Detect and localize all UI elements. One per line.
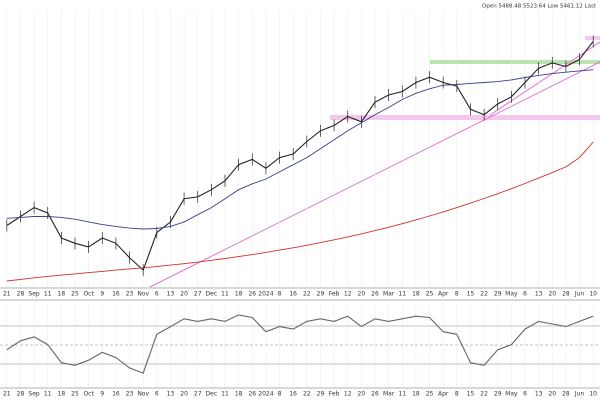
x-tick-label: 22 [480,391,488,398]
x-tick-label: 27 [194,291,202,298]
price-header: Open 5488.48 5523.64 Low 5461.12 Last [482,4,597,10]
x-tick-label: May [505,391,518,398]
x-tick-label: 25 [71,291,79,298]
x-tick-label: 15 [467,391,475,398]
trendline [489,41,600,116]
x-tick-label: 2024 [258,391,273,398]
x-tick-label: 25 [426,291,434,298]
x-tick-label: 28 [562,391,570,398]
x-tick-label: Jun [574,391,585,398]
x-tick-label: 28 [562,291,570,298]
series-line [6,314,594,374]
x-tick-label: Dec [206,291,218,298]
x-tick-label: 16 [289,391,297,398]
x-tick-label: 20 [180,291,188,298]
x-tick-label: Nov [137,291,149,298]
x-tick-label: 8 [278,291,282,298]
support-band [330,115,600,120]
support-band [430,60,600,64]
x-tick-label: 13 [167,291,175,298]
x-tick-label: 27 [194,391,202,398]
x-tick-label: 29 [494,391,502,398]
x-tick-label: 13 [535,291,543,298]
x-tick-label: 11 [44,391,52,398]
x-tick-label: 15 [467,291,475,298]
x-tick-label: 11 [221,391,229,398]
x-tick-label: 25 [71,391,79,398]
x-tick-label: Oct [83,391,94,398]
x-tick-label: 8 [455,391,459,398]
x-tick-label: 23 [126,391,134,398]
series-line [6,69,594,230]
x-tick-label: 16 [289,291,297,298]
x-tick-label: 18 [412,391,420,398]
x-tick-label: 21 [3,391,11,398]
x-tick-label: Mar [383,291,395,298]
x-tick-label: 6 [523,391,527,398]
x-tick-label: Oct [83,291,94,298]
x-tick-label: 26 [371,291,379,298]
x-tick-label: 6 [155,291,159,298]
resistance-band [585,36,600,40]
x-tick-label: 9 [100,391,104,398]
x-tick-label: 10 [589,291,597,298]
x-tick-label: 22 [303,391,311,398]
x-tick-label: Feb [329,291,340,298]
x-tick-label: 8 [455,291,459,298]
x-tick-label: 18 [412,291,420,298]
x-tick-label: Nov [137,391,149,398]
x-tick-label: 11 [44,291,52,298]
x-tick-label: 20 [548,391,556,398]
x-tick-label: 21 [3,291,11,298]
x-tick-label: 26 [371,391,379,398]
x-tick-label: Jun [574,291,585,298]
x-tick-label: 8 [278,391,282,398]
x-tick-label: Apr [438,291,449,298]
x-tick-label: Feb [329,391,340,398]
x-tick-label: 12 [344,391,352,398]
x-tick-label: 9 [100,291,104,298]
x-tick-label: 26 [248,291,256,298]
x-tick-label: 6 [155,391,159,398]
x-tick-label: 28 [17,391,25,398]
x-tick-label: 11 [221,291,229,298]
x-tick-label: 2024 [258,291,273,298]
x-tick-label: Apr [438,391,449,398]
series-line [6,41,594,272]
x-tick-label: 18 [58,391,66,398]
x-tick-label: 22 [303,291,311,298]
x-tick-label: Sep [28,291,40,298]
x-tick-label: Sep [28,391,40,398]
x-tick-label: 12 [344,291,352,298]
series-line [6,141,594,282]
x-tick-label: 29 [494,291,502,298]
x-tick-label: 6 [523,291,527,298]
x-tick-label: 20 [358,391,366,398]
x-tick-label: 28 [17,291,25,298]
x-tick-label: 13 [535,391,543,398]
x-tick-label: 11 [398,391,406,398]
x-tick-label: 16 [112,391,120,398]
x-tick-label: 10 [589,391,597,398]
x-tick-label: 18 [58,291,66,298]
x-tick-label: 11 [398,291,406,298]
x-tick-label: Mar [383,391,395,398]
x-tick-label: 20 [548,291,556,298]
x-tick-label: 13 [167,391,175,398]
x-tick-label: 23 [126,291,134,298]
x-tick-label: 26 [248,391,256,398]
x-tick-label: 18 [235,291,243,298]
x-tick-label: May [505,291,518,298]
x-tick-label: 20 [180,391,188,398]
x-tick-label: 18 [235,391,243,398]
x-tick-label: 22 [480,291,488,298]
x-tick-label: 16 [112,291,120,298]
x-tick-label: 25 [426,391,434,398]
x-tick-label: 29 [317,391,325,398]
x-tick-label: 20 [358,291,366,298]
x-tick-label: Dec [206,391,218,398]
x-tick-label: 29 [317,291,325,298]
